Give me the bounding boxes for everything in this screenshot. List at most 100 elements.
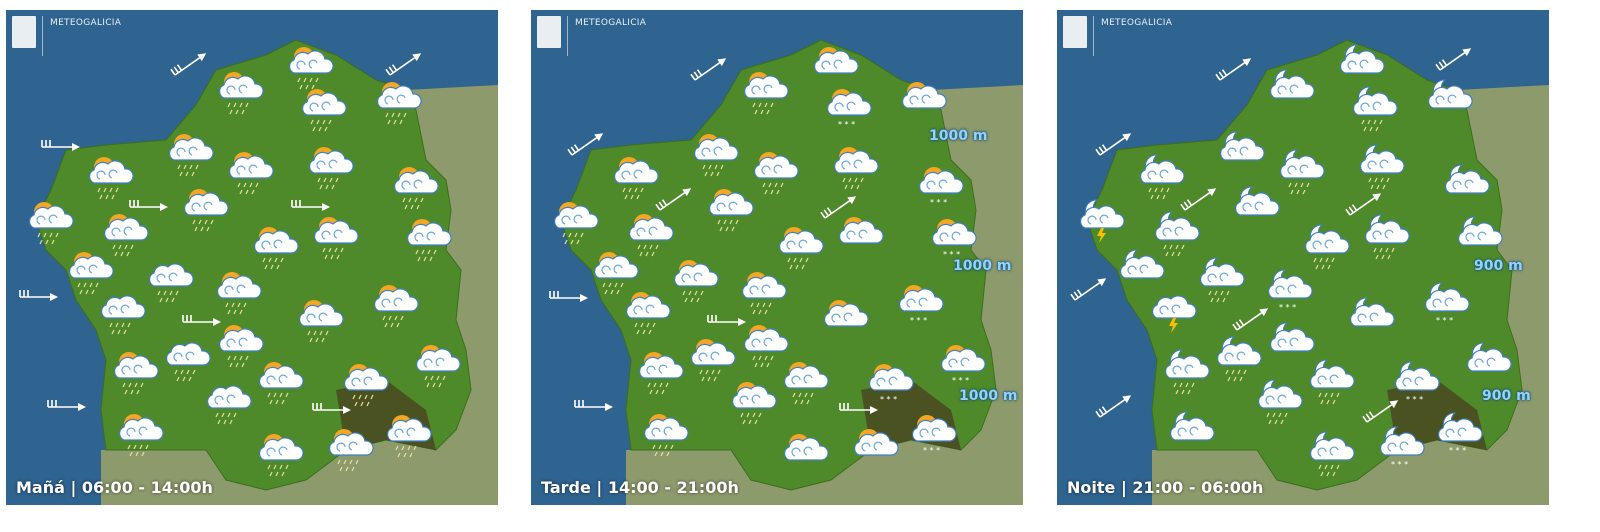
moon-cloud-rain-icon [1352, 86, 1398, 132]
sun-cloud-rain-icon [168, 134, 214, 177]
sun-cloud-rain-icon [313, 217, 359, 260]
moon-cloud-rain-icon [1139, 154, 1185, 200]
sun-cloud-rain-icon [308, 147, 354, 190]
moon-cloud-rain-icon [1216, 336, 1262, 382]
sun-cloud-rain-icon [103, 214, 149, 257]
wind-arrow-northeast-icon [820, 196, 857, 219]
sun-cloud-rain-icon [833, 147, 879, 190]
xunta-logo [537, 16, 561, 48]
wind-arrow-east-icon [41, 140, 80, 151]
sun-cloud-snow-icon [911, 415, 957, 455]
moon-cloud-icon [1444, 164, 1490, 194]
moon-cloud-icon [1269, 69, 1315, 99]
moon-cloud-icon [1457, 216, 1503, 246]
moon-cloud-rain-icon [1164, 349, 1210, 395]
wind-arrow-northeast-icon [567, 133, 604, 156]
wind-arrow-east-icon [312, 403, 351, 414]
moon-cloud-icon [1219, 131, 1265, 161]
sun-cloud-icon [813, 47, 859, 74]
sun-cloud-rain-icon [118, 414, 164, 457]
wind-arrow-northeast-icon [170, 53, 207, 76]
brand-name: METEOGALICIA [50, 18, 122, 28]
brand-name: METEOGALICIA [1101, 18, 1173, 28]
neighbouring-land [101, 85, 498, 505]
sun-cloud-snow-icon [940, 345, 986, 385]
wind-arrow-east-icon [839, 403, 878, 414]
snow-altitude-label: 900 m [1482, 388, 1531, 404]
sun-cloud-rain-icon [593, 252, 639, 295]
sun-cloud-icon [853, 429, 899, 456]
moon-cloud-rain-icon [1359, 144, 1405, 190]
brand-name: METEOGALICIA [575, 18, 647, 28]
sun-cloud-rain-icon [258, 362, 304, 405]
cloud-storm-icon [1151, 295, 1197, 333]
sun-cloud-rain-icon [693, 134, 739, 177]
sun-cloud-rain-icon [376, 82, 422, 125]
wind-arrow-northeast-icon [1435, 48, 1472, 71]
sun-cloud-rain-icon [183, 189, 229, 232]
map-panel-afternoon: METEOGALICIA Tarde | 14:00 - 21:00h 1000 m… [531, 10, 1023, 505]
sun-cloud-rain-icon [343, 364, 389, 407]
sun-cloud-rain-icon [743, 72, 789, 115]
sun-cloud-rain-icon [328, 429, 374, 472]
sun-cloud-rain-icon [628, 214, 674, 257]
snow-altitude-label: 1000 m [929, 128, 988, 144]
neighbouring-land [1152, 85, 1549, 505]
sun-cloud-rain-icon [638, 352, 684, 395]
moon-cloud-rain-icon [1364, 214, 1410, 260]
sun-cloud-rain-icon [393, 167, 439, 210]
sun-cloud-rain-icon [708, 189, 754, 232]
snow-altitude-label: 900 m [1474, 258, 1523, 274]
moon-cloud-icon [1119, 249, 1165, 279]
moon-cloud-snow-icon [1394, 361, 1440, 404]
sun-cloud-rain-icon [88, 157, 134, 200]
sun-cloud-rain-icon [625, 292, 671, 335]
sun-cloud-snow-icon [868, 364, 914, 404]
moon-cloud-rain-icon [1309, 431, 1355, 477]
moon-cloud-snow-icon [1437, 412, 1483, 455]
snow-altitude-label: 1000 m [953, 258, 1012, 274]
sun-cloud-rain-icon [643, 414, 689, 457]
sun-cloud-icon [901, 82, 947, 109]
sun-cloud-rain-icon [731, 382, 777, 425]
wind-arrow-northeast-icon [1232, 308, 1269, 331]
logo-divider [42, 16, 43, 56]
moon-cloud-icon [1339, 44, 1385, 74]
moon-cloud-snow-icon [1267, 269, 1313, 312]
wind-arrow-northeast-icon [1362, 400, 1399, 423]
moon-cloud-snow-icon [1379, 426, 1425, 469]
sun-cloud-rain-icon [613, 157, 659, 200]
sun-cloud-rain-icon [373, 285, 419, 328]
wind-arrow-northeast-icon [655, 188, 692, 211]
wind-arrow-east-icon [574, 400, 613, 411]
logo-divider [567, 16, 568, 56]
period-label: Noite | 21:00 - 06:00h [1067, 478, 1264, 497]
sun-cloud-rain-icon [406, 219, 452, 262]
sun-cloud-rain-icon [218, 325, 264, 368]
sun-cloud-rain-icon [778, 227, 824, 270]
sun-cloud-rain-icon [228, 152, 274, 195]
terrain-map [19, 39, 498, 505]
sun-cloud-snow-icon [826, 89, 872, 129]
sun-cloud-snow-icon [931, 219, 977, 259]
sun-cloud-rain-icon [553, 202, 599, 245]
sun-cloud-rain-icon [783, 362, 829, 405]
sun-cloud-rain-icon [301, 89, 347, 132]
sun-cloud-rain-icon [690, 339, 736, 382]
sun-cloud-rain-icon [68, 252, 114, 295]
map-panel-night: METEOGALICIA Noite | 21:00 - 06:00h 900 m 9… [1057, 10, 1549, 505]
moon-cloud-snow-icon [1424, 282, 1470, 325]
wind-arrow-east-icon [19, 290, 58, 301]
moon-cloud-icon [1427, 79, 1473, 109]
xunta-logo [12, 16, 36, 48]
wind-arrow-east-icon [182, 315, 221, 326]
sun-cloud-rain-icon [218, 72, 264, 115]
sun-cloud-rain-icon [216, 272, 262, 315]
moon-cloud-rain-icon [1257, 379, 1303, 425]
terrain-map [549, 39, 1023, 505]
wind-arrow-northeast-icon [385, 53, 422, 76]
wind-arrow-northeast-icon [1345, 193, 1382, 216]
period-label: Mañá | 06:00 - 14:00h [16, 478, 213, 497]
wind-arrow-northeast-icon [690, 58, 727, 81]
sun-cloud-snow-icon [918, 167, 964, 207]
